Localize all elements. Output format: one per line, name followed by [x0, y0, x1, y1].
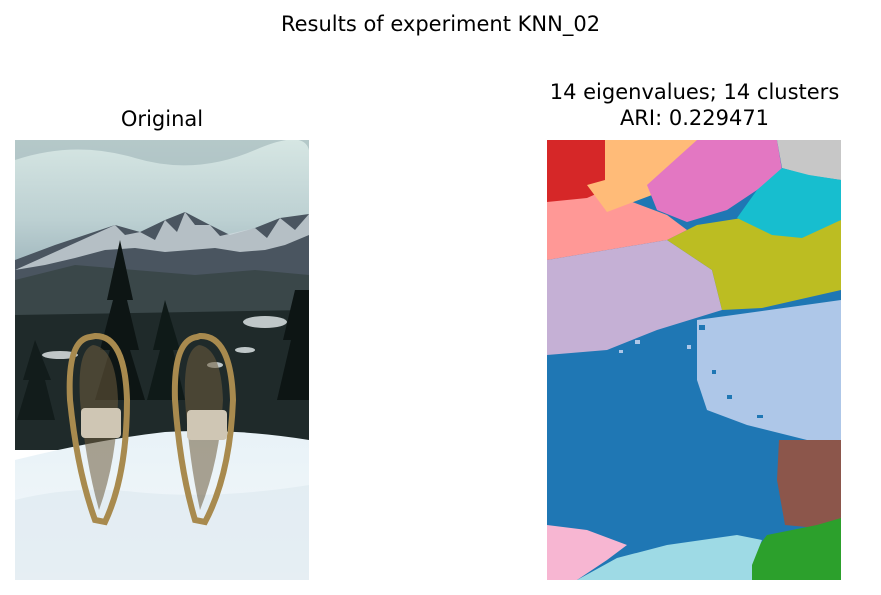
original-image — [15, 140, 309, 580]
segmentation-title-line2: ARI: 0.229471 — [619, 106, 770, 130]
segmentation-title: 14 eigenvalues; 14 clusters ARI: 0.22947… — [500, 79, 881, 131]
original-title: Original — [120, 107, 204, 131]
right-snowshoe — [171, 332, 237, 526]
left-snowshoe — [66, 332, 131, 526]
segmentation-title-line1: 14 eigenvalues; 14 clusters — [549, 80, 840, 104]
segmentation-image — [547, 140, 841, 580]
figure-suptitle: Results of experiment KNN_02 — [280, 12, 601, 36]
